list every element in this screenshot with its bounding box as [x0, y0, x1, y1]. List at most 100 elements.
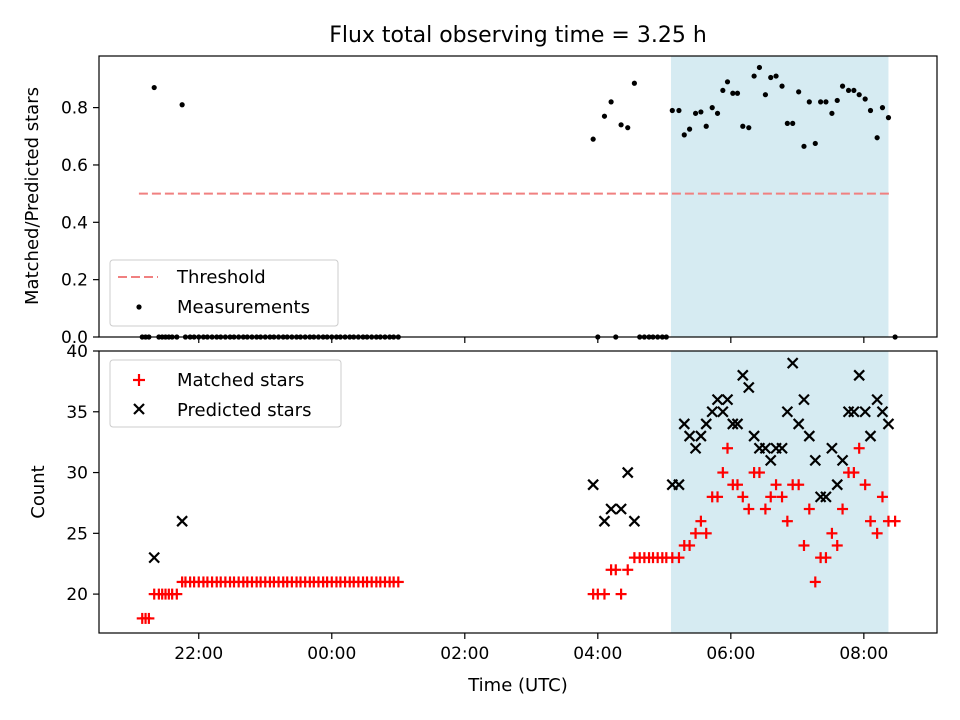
matched-point	[143, 612, 155, 624]
matched-point	[889, 515, 901, 527]
measurement-point	[801, 143, 807, 149]
measurement-point	[151, 84, 157, 91]
y-tick-label: 35	[66, 403, 88, 423]
measurement-point	[856, 92, 862, 98]
predicted-point	[759, 442, 772, 455]
predicted-point	[727, 418, 739, 430]
predicted-point	[792, 418, 805, 430]
predicted-point	[598, 515, 611, 527]
predicted-point	[781, 405, 794, 418]
predicted-point	[871, 393, 883, 406]
y-tick-label: 0.8	[61, 99, 88, 119]
matched-point	[776, 491, 788, 503]
top-panel: 0.00.20.40.60.8 Matched/Predicted stars …	[22, 55, 938, 348]
matched-point	[615, 588, 627, 600]
measurement-point	[703, 123, 709, 129]
bottom-y-ticks: 20 25 30 35 40	[66, 342, 99, 605]
matched-point	[695, 515, 707, 527]
measurement-point	[734, 90, 741, 96]
predicted-point	[748, 430, 760, 442]
measurement-point	[608, 99, 614, 105]
predicted-point	[798, 393, 810, 406]
top-y-ticks: 0.0 0.2 0.4 0.6 0.8	[61, 99, 99, 348]
measurement-point	[779, 83, 785, 89]
bottom-panel: 22:00 00:00 02:00 04:00 06:00 08:00 20 25 30 35 4…	[28, 342, 938, 696]
matched-point	[871, 527, 883, 539]
matched-point	[717, 467, 729, 479]
measurement-point	[709, 105, 715, 111]
measurement-point	[834, 97, 840, 104]
measurement-point	[784, 120, 790, 126]
matched-point	[622, 564, 634, 576]
measurement-point	[790, 120, 796, 126]
matched-point	[690, 527, 702, 539]
measurement-point	[681, 132, 687, 138]
top-axes-frame	[98, 55, 938, 338]
measurement-point	[806, 99, 812, 105]
measurement-point	[625, 125, 631, 131]
predicted-point	[820, 491, 832, 503]
top-shaded-window	[670, 56, 889, 337]
matched-point	[759, 503, 771, 515]
predicted-point	[864, 430, 877, 442]
predicted-point	[176, 515, 188, 527]
predicted-point	[700, 418, 712, 430]
predicted-point	[605, 503, 617, 515]
predicted-point	[743, 381, 755, 394]
x-tick-label: 08:00	[839, 644, 888, 664]
measurement-point	[740, 123, 746, 129]
top-x-ticks	[198, 337, 865, 343]
measurement-point	[812, 140, 818, 147]
measurement-point	[724, 79, 731, 85]
y-tick-label: 30	[66, 464, 88, 484]
y-tick-label: 0.4	[61, 213, 88, 233]
bottom-x-ticks: 22:00 00:00 02:00 04:00 06:00 08:00	[174, 633, 888, 664]
top-y-axis-label: Matched/Predicted stars	[22, 87, 43, 305]
predicted-point	[673, 478, 685, 491]
matched-point	[765, 491, 777, 503]
x-tick-label: 00:00	[307, 644, 356, 664]
matched-point	[809, 576, 821, 588]
matched-point	[392, 576, 404, 588]
matched-point	[712, 491, 724, 503]
y-tick-label: 40	[66, 342, 88, 362]
y-tick-label: 0.6	[61, 156, 88, 176]
measurement-point	[867, 107, 874, 114]
measurement-point	[590, 136, 596, 142]
bottom-legend: Matched stars Predicted stars	[109, 359, 342, 428]
predicted-legend-swatch	[133, 403, 145, 415]
measurement-point	[862, 96, 868, 102]
matched-legend-swatch	[133, 374, 145, 386]
matched-point	[848, 467, 860, 479]
predicted-point	[764, 454, 777, 467]
matched-point	[859, 479, 871, 491]
predicted-point	[148, 551, 160, 564]
predicted-point	[809, 454, 822, 467]
measurement-point	[746, 125, 752, 131]
bottom-axes-frame	[98, 350, 938, 634]
predicted-point	[615, 503, 627, 515]
predicted-legend-label: Predicted stars	[177, 400, 311, 421]
predicted-point	[628, 515, 641, 527]
measurement-point	[818, 99, 824, 105]
measurement-point	[676, 107, 682, 114]
y-tick-label: 25	[66, 524, 88, 544]
x-tick-label: 06:00	[706, 644, 755, 664]
matched-point	[781, 515, 793, 527]
matched-point	[610, 564, 622, 576]
predicted-point	[717, 405, 729, 418]
measurement-point	[618, 122, 624, 128]
measurement-point	[851, 87, 857, 94]
predicted-point	[621, 466, 634, 479]
matched-point	[743, 503, 755, 515]
matched-point	[598, 588, 610, 600]
matched-point	[820, 552, 832, 564]
bottom-shaded-window	[670, 351, 889, 633]
matched-point	[826, 527, 838, 539]
matched-point	[793, 479, 805, 491]
predicted-point	[689, 442, 702, 455]
matched-legend-label: Matched stars	[177, 370, 304, 391]
measurement-point	[823, 99, 829, 105]
matched-point	[798, 539, 810, 551]
measurement-point	[601, 113, 608, 119]
